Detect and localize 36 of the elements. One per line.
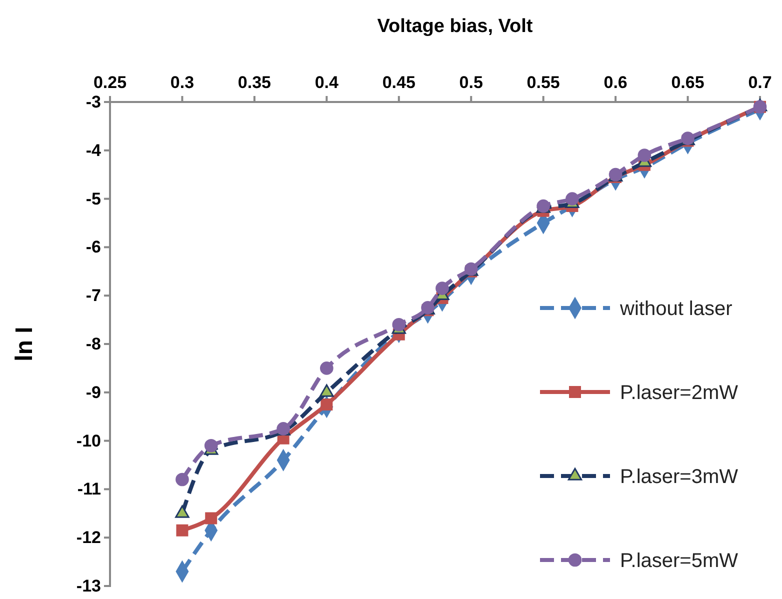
y-tick-label: -5 (86, 189, 101, 208)
x-tick-label: 0.35 (238, 72, 271, 92)
x-tick-label: 0.3 (170, 72, 194, 92)
x-axis-title: Voltage bias, Volt (377, 16, 534, 37)
y-tick-label: -4 (86, 140, 102, 160)
point (320, 362, 334, 375)
y-tick-label: -7 (86, 286, 101, 306)
x-tick-label: 0.25 (93, 72, 127, 92)
x-tick-label: 0.4 (314, 72, 340, 92)
legend-label: P.laser=5mW (620, 550, 738, 572)
point (392, 318, 406, 332)
point (176, 524, 188, 536)
point (176, 472, 189, 486)
x-tick-label: 0.55 (526, 72, 560, 92)
point (205, 512, 218, 524)
y-tick-label: -6 (86, 238, 101, 257)
y-tick-label: -13 (76, 576, 101, 596)
y-tick-label: -9 (86, 382, 101, 402)
x-tick-label: 0.7 (748, 72, 772, 92)
point (204, 438, 218, 452)
legend-label: P.laser=2mW (620, 382, 738, 404)
y-tick-label: -11 (77, 480, 101, 499)
y-tick-label: -10 (76, 431, 101, 450)
x-tick-label: 0.5 (459, 72, 483, 92)
legend-label: without laser (619, 298, 733, 320)
x-tick-label: 0.6 (604, 72, 628, 92)
y-axis-title: ln I (11, 326, 38, 362)
y-tick-label: -3 (86, 92, 101, 112)
legend-label: P.laser=3mW (620, 466, 738, 488)
point (566, 192, 579, 206)
y-tick-label: -12 (76, 528, 101, 548)
point (436, 282, 449, 295)
x-tick-label: 0.65 (671, 72, 704, 92)
point (638, 148, 652, 162)
x-tick-label: 0.45 (382, 72, 416, 92)
y-tick-label: -8 (86, 334, 101, 354)
